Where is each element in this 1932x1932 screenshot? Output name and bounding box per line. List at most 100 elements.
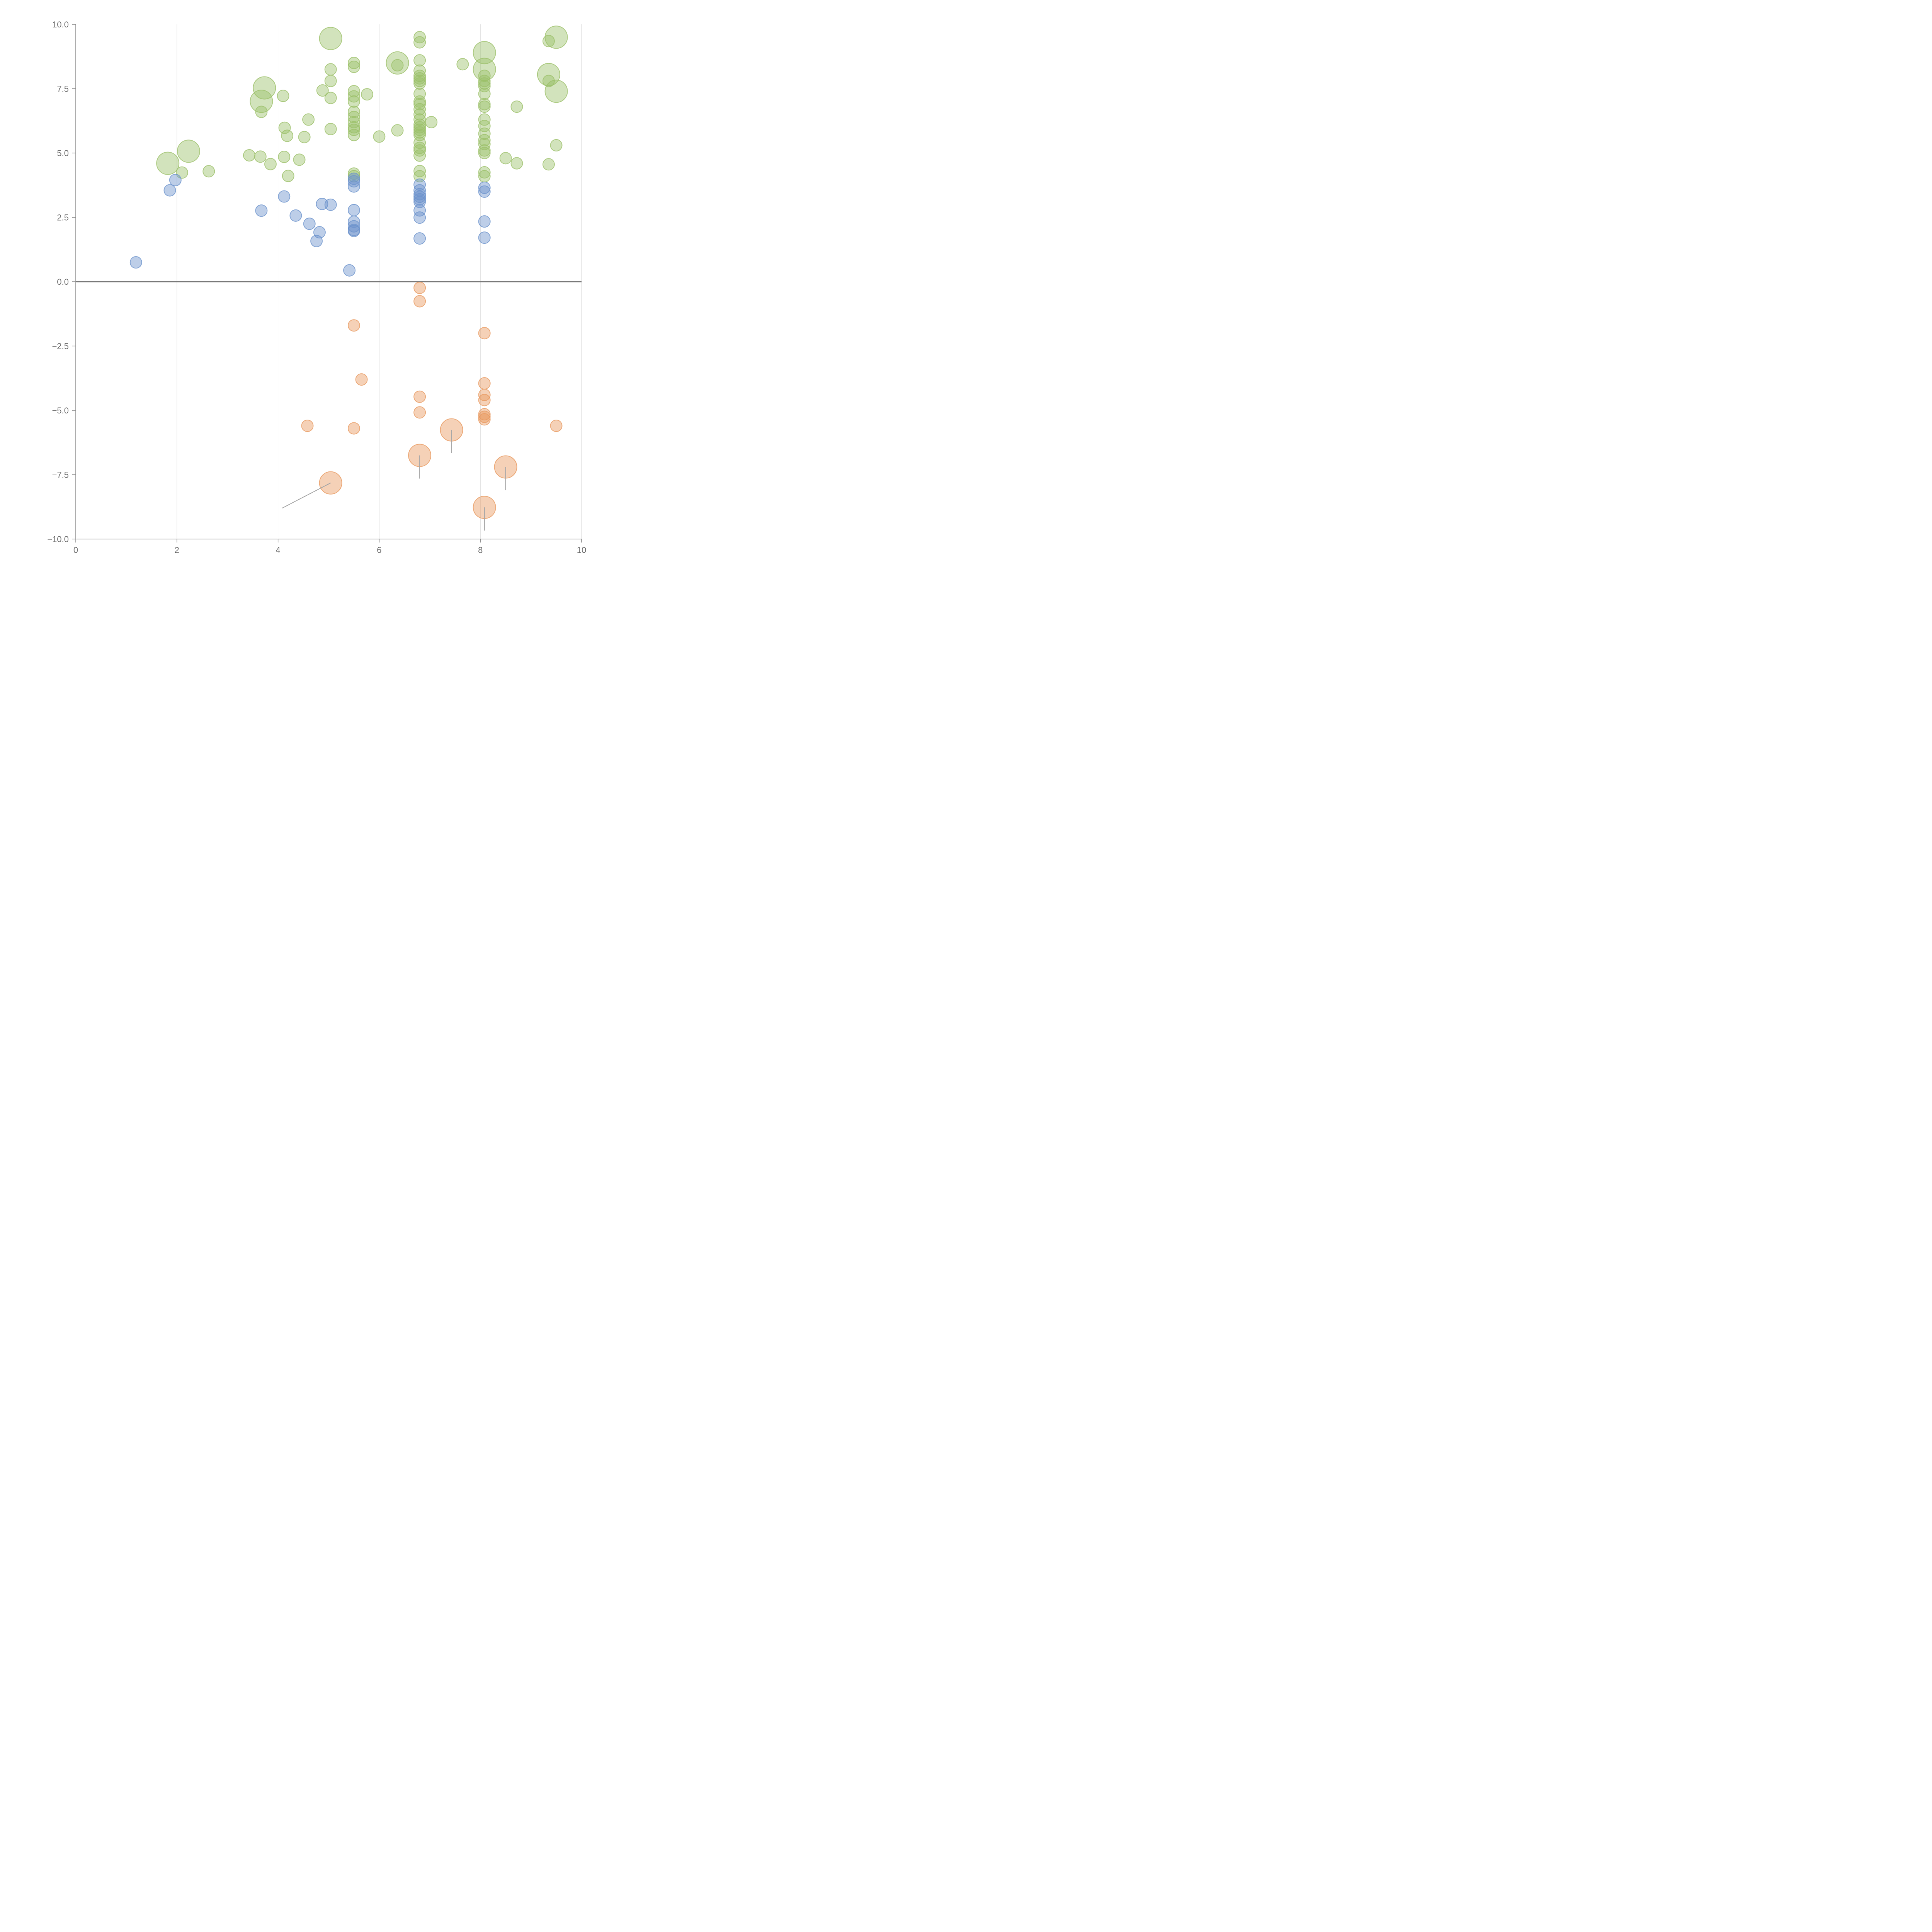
blue-point: [289, 209, 302, 222]
green-point: [413, 126, 426, 139]
green-point: [264, 158, 277, 170]
green-point: [386, 51, 409, 75]
green-point: [478, 147, 491, 159]
green-point: [177, 139, 200, 163]
green-point: [478, 138, 491, 150]
green-point: [347, 105, 360, 118]
orange-point: [478, 327, 491, 340]
x-tick-label: 2: [175, 545, 179, 555]
blue-point: [343, 264, 356, 277]
blue-point: [303, 218, 316, 230]
green-point: [413, 165, 426, 177]
green-point: [243, 149, 255, 162]
green-point: [478, 100, 491, 113]
green-point: [250, 90, 273, 113]
orange-point: [478, 377, 491, 390]
y-tick-label: −7.5: [52, 470, 69, 480]
green-point: [253, 76, 276, 100]
blue-point: [347, 204, 360, 216]
orange-point: [478, 394, 491, 406]
orange-point: [478, 410, 491, 423]
green-point: [277, 90, 289, 102]
green-point: [278, 121, 291, 134]
green-point: [478, 113, 491, 126]
green-point: [413, 31, 426, 44]
green-point: [542, 75, 555, 87]
orange-point: [550, 419, 563, 432]
orange-point: [478, 408, 491, 420]
green-point: [499, 152, 512, 165]
orange-point: [347, 422, 360, 435]
scatter-chart: 0 2 4 6 8 10 −10.0 −7.5 −5.0 −2.5 0.0 2.5 5.0 7.5 10.0: [0, 0, 600, 600]
green-point: [413, 108, 426, 121]
blue-point: [347, 180, 360, 193]
green-point: [347, 170, 360, 182]
blue-point: [413, 204, 426, 217]
chart-canvas: 0 2 4 6 8 10 −10.0 −7.5 −5.0 −2.5 0.0 2.5 5.0 7.5 10.0: [47, 20, 586, 555]
orange-point: [301, 419, 314, 432]
axes: 0 2 4 6 8 10 −10.0 −7.5 −5.0 −2.5 0.0 2.5 5.0 7.5 10.0: [47, 20, 586, 555]
green-point: [413, 54, 426, 67]
green-point: [298, 131, 311, 143]
blue-point: [278, 190, 291, 203]
green-point: [324, 63, 337, 76]
blue-point: [413, 196, 426, 208]
blue-point: [255, 204, 268, 217]
blue-point: [413, 190, 426, 203]
green-point: [413, 77, 426, 90]
y-tick-label: −2.5: [52, 342, 69, 351]
green-point: [425, 116, 438, 129]
blue-point: [347, 175, 360, 188]
green-point: [413, 98, 426, 111]
green-point: [544, 26, 568, 49]
green-point: [255, 105, 268, 118]
x-tick-label: 10: [577, 545, 586, 555]
green-point: [478, 170, 491, 182]
leader-line: [282, 482, 331, 509]
green-point: [413, 144, 426, 157]
green-point: [510, 157, 523, 170]
blue-point: [413, 211, 426, 224]
green-point: [413, 75, 426, 87]
green-point: [324, 123, 337, 136]
orange-point: [355, 373, 368, 386]
green-point: [347, 60, 360, 73]
orange-point: [413, 295, 426, 308]
blue-point: [324, 198, 337, 211]
green-point: [202, 165, 215, 178]
blue-point: [347, 224, 360, 237]
green-point: [478, 134, 491, 146]
green-point: [293, 153, 306, 166]
green-point: [347, 95, 360, 108]
blue-point: [313, 226, 326, 239]
green-point: [478, 98, 491, 111]
blue-point: [163, 184, 176, 197]
green-point: [347, 111, 360, 123]
green-point: [324, 92, 337, 104]
green-point: [456, 58, 469, 71]
orange-point: [347, 319, 360, 332]
blue-point: [169, 173, 182, 186]
y-tick-label: 5.0: [57, 148, 69, 158]
green-point: [478, 87, 491, 100]
blue-point: [347, 220, 360, 233]
green-point: [510, 100, 523, 113]
green-point: [413, 170, 426, 182]
blue-point: [478, 215, 491, 228]
blue-point: [129, 256, 142, 269]
green-point: [347, 56, 360, 69]
orange-point: [413, 281, 426, 294]
green-point: [478, 128, 491, 140]
orange-point: [478, 413, 491, 426]
green-point: [413, 36, 426, 49]
green-point: [478, 166, 491, 179]
green-point: [478, 75, 491, 87]
green-point: [550, 139, 563, 152]
green-point: [361, 88, 373, 101]
blue-point: [413, 232, 426, 245]
x-tick-label: 6: [377, 545, 381, 555]
green-point: [478, 144, 491, 157]
green-point: [319, 27, 342, 50]
green-point: [542, 35, 555, 48]
y-tick-label: −5.0: [52, 406, 69, 415]
